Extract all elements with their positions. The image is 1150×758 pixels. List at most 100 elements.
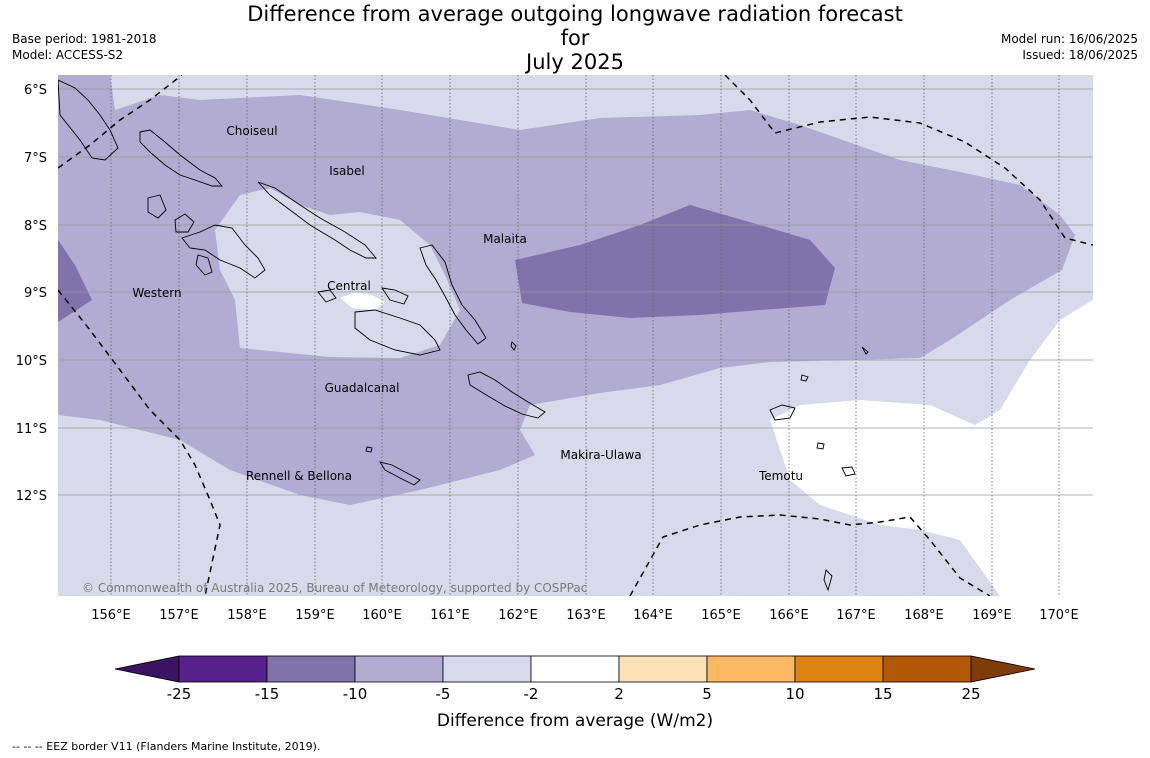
island-malaita [419, 244, 487, 345]
lon-label: 159°E [295, 608, 335, 623]
island-bellona [365, 446, 373, 453]
island-duff [861, 346, 869, 355]
lat-label: 11°S [16, 422, 47, 437]
island-kolombangara [174, 213, 195, 233]
island-makira [467, 371, 546, 419]
colorbar-segment [530, 655, 620, 683]
lon-label: 161°E [430, 608, 470, 623]
contour-white-right [770, 300, 1093, 596]
lat-label: 7°S [24, 151, 47, 166]
place-isabel: Isabel [329, 164, 364, 178]
meta-right: Model run: 16/06/2025 Issued: 18/06/2025 [1001, 31, 1138, 63]
island-choiseul [139, 129, 223, 187]
lat-label: 6°S [24, 83, 47, 98]
colorbar-segment [706, 655, 796, 683]
island-vella [147, 194, 167, 219]
eez-north-east [724, 75, 1093, 246]
footnote: -- -- -- EEZ border V11 (Flanders Marine… [12, 740, 321, 753]
colorbar-label: Difference from average (W/m2) [437, 711, 713, 731]
model-run: Model run: 16/06/2025 [1000, 32, 1138, 46]
place-western: Western [132, 286, 181, 300]
colorbar-tick: 2 [614, 685, 624, 703]
colorbar-tick: 15 [873, 685, 892, 703]
title-line-2: July 2025 [526, 50, 624, 74]
map-title: Difference from average outgoing longwav… [230, 2, 920, 74]
island-sikaiana [510, 341, 517, 351]
meta-left: Base period: 1981-2018 Model: ACCESS-S2 [12, 31, 157, 63]
place-malaita: Malaita [483, 232, 527, 246]
lon-label: 164°E [633, 608, 673, 623]
colorbar-extend-max [970, 655, 1036, 683]
contour-minus15-to-minus10 [515, 205, 835, 318]
island-northwest [58, 79, 119, 161]
issued-date: Issued: 18/06/2025 [1022, 48, 1138, 62]
map-area: Choiseul Isabel Malaita Western Central … [58, 75, 1093, 596]
island-new-georgia [181, 224, 266, 279]
island-rendova [195, 254, 213, 276]
island-reef [800, 374, 809, 382]
lat-axis: 6°S 7°S 8°S 9°S 10°S 11°S 12°S [16, 83, 47, 504]
eez-north-west [58, 75, 183, 169]
lon-label: 168°E [904, 608, 944, 623]
colorbar-ticks: -25 -15 -10 -5 -2 2 5 10 15 25 [167, 685, 981, 703]
colorbar-segment [882, 655, 972, 683]
colorbar-segment [794, 655, 884, 683]
lon-axis: 156°E 157°E 158°E 159°E 160°E 161°E 162°… [91, 608, 1079, 623]
colorbar-segment [266, 655, 356, 683]
place-choiseul: Choiseul [226, 124, 277, 138]
island-florida [317, 289, 337, 303]
eez-south-east [629, 514, 991, 596]
eez-borders [58, 75, 1093, 596]
island-rennell [379, 461, 421, 486]
colorbar-tick: 10 [785, 685, 804, 703]
model-name: Model: ACCESS-S2 [12, 48, 124, 62]
island-guadalcanal [354, 309, 441, 356]
title-line-1: Difference from average outgoing longwav… [247, 2, 903, 50]
colorbar-tick: -2 [524, 685, 539, 703]
lon-label: 158°E [227, 608, 267, 623]
colorbar-segment [178, 655, 268, 683]
colorbar-segment [618, 655, 708, 683]
colorbar-tick: 25 [961, 685, 980, 703]
lat-label: 10°S [16, 354, 47, 369]
lon-label: 157°E [159, 608, 199, 623]
island-utupua [816, 442, 825, 450]
lat-label: 12°S [16, 489, 47, 504]
lon-label: 166°E [769, 608, 809, 623]
island-vanikoro [841, 466, 856, 477]
lon-label: 165°E [701, 608, 741, 623]
colorbar-segment [354, 655, 444, 683]
colorbar-tick: -15 [255, 685, 280, 703]
colorbar-tick: -5 [436, 685, 451, 703]
island-florida-2 [381, 287, 409, 305]
colorbar: -25 -15 -10 -5 -2 2 5 10 15 25 Differenc… [114, 655, 1036, 731]
island-santa-cruz [769, 404, 796, 421]
place-temotu: Temotu [758, 469, 803, 483]
place-makira: Makira-Ulawa [560, 448, 641, 462]
island-tikopia [823, 569, 833, 592]
place-rennell: Rennell & Bellona [246, 469, 352, 483]
lon-label: 169°E [972, 608, 1012, 623]
lat-label: 8°S [24, 219, 47, 234]
lat-label: 9°S [24, 286, 47, 301]
base-period: Base period: 1981-2018 [12, 32, 157, 46]
lon-gridlines [110, 75, 1060, 596]
colorbar-segment [442, 655, 532, 683]
lon-label: 162°E [498, 608, 538, 623]
colorbar-tick: -10 [343, 685, 368, 703]
copyright: © Commonwealth of Australia 2025, Bureau… [82, 581, 587, 595]
place-central: Central [327, 279, 371, 293]
lat-gridlines [58, 88, 1093, 496]
colorbar-extend-min [114, 655, 180, 683]
lon-label: 163°E [566, 608, 606, 623]
place-guadalcanal: Guadalcanal [325, 381, 400, 395]
lon-label: 156°E [91, 608, 131, 623]
coastlines [58, 79, 869, 592]
eez-south-west [58, 289, 221, 596]
contour-central-light [215, 188, 460, 358]
colorbar-tick: -25 [167, 685, 192, 703]
lon-label: 170°E [1039, 608, 1079, 623]
lon-label: 160°E [362, 608, 402, 623]
contour-central-white [340, 292, 385, 310]
